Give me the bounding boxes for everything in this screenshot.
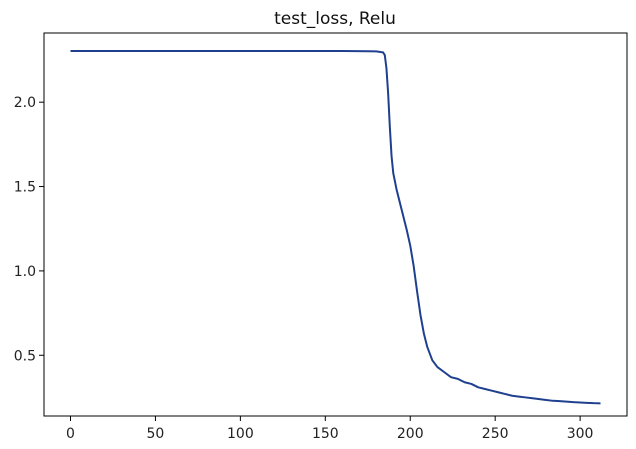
x-tick-label: 200 [397,426,424,442]
series-line [70,50,601,405]
y-tick-label: 0.5 [14,348,36,364]
x-tick-label: 150 [312,426,339,442]
x-tick-label: 300 [567,426,594,442]
x-tick-label: 0 [66,426,75,442]
x-tick-label: 100 [227,426,254,442]
series-layer [70,50,601,405]
chart-title: test_loss, Relu [274,9,396,29]
x-axis: 0 50 100 150 200 250 300 [66,416,593,442]
x-tick-label: 50 [147,426,165,442]
y-tick-label: 1.0 [14,264,36,280]
plot-frame [43,32,628,417]
y-tick-label: 1.5 [14,180,36,196]
y-axis: 0.5 1.0 1.5 2.0 [14,95,44,364]
y-tick-label: 2.0 [14,95,36,111]
x-tick-label: 250 [482,426,509,442]
